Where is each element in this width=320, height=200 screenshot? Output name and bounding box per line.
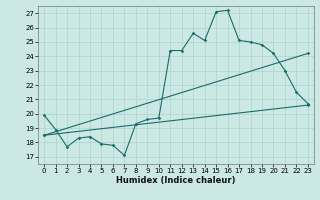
X-axis label: Humidex (Indice chaleur): Humidex (Indice chaleur)	[116, 176, 236, 185]
